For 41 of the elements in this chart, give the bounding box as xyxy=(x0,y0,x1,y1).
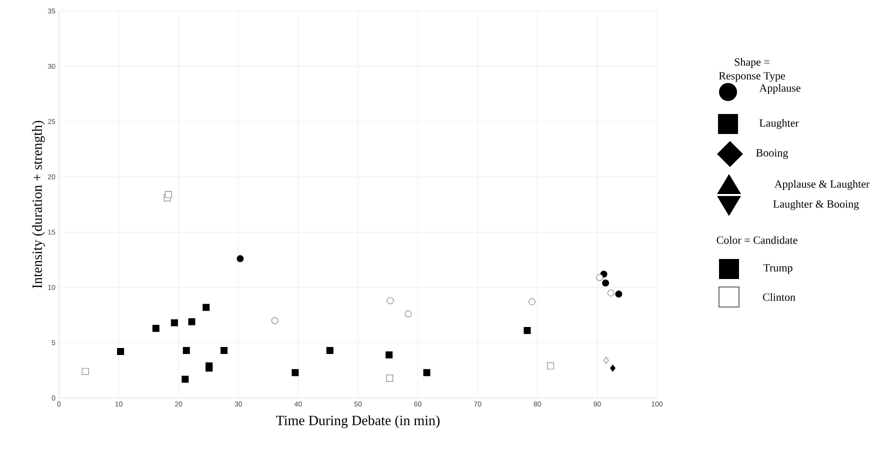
point xyxy=(423,369,430,376)
point xyxy=(404,310,412,318)
text: Laughter xyxy=(759,119,799,129)
point xyxy=(152,324,160,332)
text: Shape = xyxy=(734,58,770,68)
text: Response Type xyxy=(718,72,786,82)
text: Applause xyxy=(759,84,800,94)
y-axis-title: Intensity (duration + strength) xyxy=(32,120,45,288)
text: Booing xyxy=(756,149,788,159)
text: Color = Candidate xyxy=(716,236,798,244)
point xyxy=(271,317,278,324)
point xyxy=(292,369,299,376)
point xyxy=(528,298,536,306)
point xyxy=(182,376,189,383)
point xyxy=(607,289,614,296)
point xyxy=(547,362,554,370)
point xyxy=(386,351,393,358)
text: Laughter & Booing xyxy=(773,200,859,210)
x-axis-title: Time During Debate (in min) xyxy=(276,415,440,428)
point xyxy=(603,356,609,364)
point xyxy=(610,364,616,372)
point xyxy=(182,346,190,354)
point xyxy=(206,364,213,372)
point xyxy=(386,374,394,382)
text: Applause & Laughter xyxy=(774,180,870,190)
point xyxy=(326,346,334,354)
point xyxy=(602,280,610,287)
point xyxy=(170,319,178,326)
point xyxy=(386,297,394,304)
point xyxy=(82,368,89,375)
point xyxy=(188,318,196,326)
point xyxy=(202,304,210,311)
point xyxy=(596,274,604,281)
point xyxy=(524,327,531,334)
text: Clinton xyxy=(762,293,796,301)
text: Trump xyxy=(763,264,792,274)
point xyxy=(164,191,172,198)
point xyxy=(220,346,228,354)
point xyxy=(117,348,124,356)
point xyxy=(236,255,244,262)
point xyxy=(615,290,622,298)
